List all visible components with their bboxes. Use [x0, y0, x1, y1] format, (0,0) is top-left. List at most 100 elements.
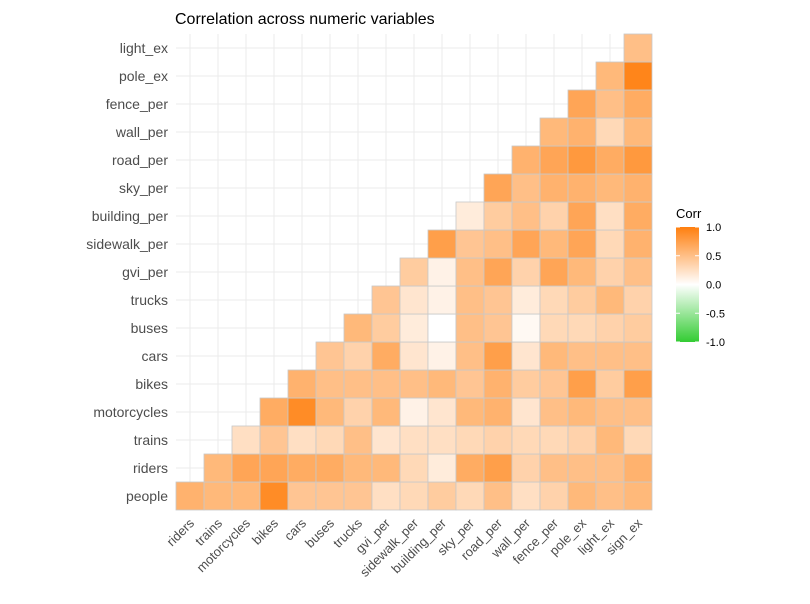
- heatmap-cell-riders-buses: [315, 453, 345, 483]
- heatmap-cell-wall_per-sign_ex: [623, 117, 653, 147]
- heatmap-cells: [175, 33, 653, 511]
- heatmap-cell-people-trucks: [343, 481, 373, 511]
- heatmap-cell-bikes-gvi_per: [371, 369, 401, 399]
- heatmap-cell-motorcycles-sidewalk_per: [399, 397, 429, 427]
- heatmap-cell-motorcycles-bikes: [259, 397, 289, 427]
- x-tick-label: riders: [164, 515, 198, 549]
- legend-title: Corr: [676, 206, 702, 221]
- heatmap-cell-people-road_per: [483, 481, 513, 511]
- heatmap-cell-sidewalk_per-sign_ex: [623, 229, 653, 259]
- heatmap-cell-building_per-wall_per: [511, 201, 541, 231]
- heatmap-cell-buses-road_per: [483, 313, 513, 343]
- legend: Corr 1.0 0.5 0.0 -0.5 -1.0: [676, 206, 725, 349]
- heatmap-cell-trucks-wall_per: [511, 285, 541, 315]
- heatmap-cell-trucks-road_per: [483, 285, 513, 315]
- heatmap-cell-wall_per-pole_ex: [567, 117, 597, 147]
- heatmap-cell-sidewalk_per-pole_ex: [567, 229, 597, 259]
- heatmap-cell-building_per-sign_ex: [623, 201, 653, 231]
- heatmap-cell-cars-gvi_per: [371, 341, 401, 371]
- heatmap-cell-gvi_per-sign_ex: [623, 257, 653, 287]
- heatmap-cell-gvi_per-wall_per: [511, 257, 541, 287]
- heatmap-cell-people-pole_ex: [567, 481, 597, 511]
- heatmap-cell-trains-sidewalk_per: [399, 425, 429, 455]
- heatmap-cell-trucks-sky_per: [455, 285, 485, 315]
- heatmap-cell-people-riders: [175, 481, 205, 511]
- y-axis-labels: people riders trains motorcycles bikes cars bu…: [86, 40, 168, 504]
- heatmap-cell-bikes-building_per: [427, 369, 457, 399]
- heatmap-cell-building_per-fence_per: [539, 201, 569, 231]
- heatmap-cell-people-light_ex: [595, 481, 625, 511]
- heatmap-cell-wall_per-light_ex: [595, 117, 625, 147]
- heatmap-cell-pole_ex-light_ex: [595, 61, 625, 91]
- heatmap-cell-buses-sky_per: [455, 313, 485, 343]
- heatmap-cell-riders-sign_ex: [623, 453, 653, 483]
- heatmap-cell-gvi_per-fence_per: [539, 257, 569, 287]
- heatmap-cell-trucks-pole_ex: [567, 285, 597, 315]
- heatmap-cell-trains-motorcycles: [231, 425, 261, 455]
- legend-tick-label: 0.5: [706, 251, 721, 263]
- heatmap-cell-riders-motorcycles: [231, 453, 261, 483]
- heatmap-cell-bikes-sidewalk_per: [399, 369, 429, 399]
- heatmap-cell-trucks-sign_ex: [623, 285, 653, 315]
- heatmap-cell-fence_per-sign_ex: [623, 89, 653, 119]
- heatmap-cell-buses-sidewalk_per: [399, 313, 429, 343]
- heatmap-cell-people-bikes: [259, 481, 289, 511]
- heatmap-cell-motorcycles-trucks: [343, 397, 373, 427]
- heatmap-cell-people-buses: [315, 481, 345, 511]
- heatmap-cell-trucks-fence_per: [539, 285, 569, 315]
- heatmap-cell-riders-wall_per: [511, 453, 541, 483]
- heatmap-cell-buses-trucks: [343, 313, 373, 343]
- heatmap-cell-sky_per-road_per: [483, 173, 513, 203]
- heatmap-cell-trains-gvi_per: [371, 425, 401, 455]
- heatmap-cell-sky_per-pole_ex: [567, 173, 597, 203]
- heatmap-cell-sky_per-sign_ex: [623, 173, 653, 203]
- heatmap-cell-buses-wall_per: [511, 313, 541, 343]
- y-tick-label: cars: [142, 348, 168, 364]
- y-tick-label: light_ex: [120, 40, 168, 56]
- legend-tick-label: -1.0: [706, 337, 725, 349]
- heatmap-cell-sidewalk_per-wall_per: [511, 229, 541, 259]
- heatmap-cell-trains-building_per: [427, 425, 457, 455]
- heatmap-cell-riders-road_per: [483, 453, 513, 483]
- heatmap-cell-people-fence_per: [539, 481, 569, 511]
- heatmap-cell-buses-building_per: [427, 313, 457, 343]
- heatmap-cell-wall_per-fence_per: [539, 117, 569, 147]
- heatmap-cell-motorcycles-sky_per: [455, 397, 485, 427]
- heatmap-cell-bikes-buses: [315, 369, 345, 399]
- heatmap-cell-cars-light_ex: [595, 341, 625, 371]
- heatmap-cell-riders-bikes: [259, 453, 289, 483]
- heatmap-cell-cars-trucks: [343, 341, 373, 371]
- heatmap-cell-bikes-fence_per: [539, 369, 569, 399]
- heatmap-cell-gvi_per-pole_ex: [567, 257, 597, 287]
- heatmap-cell-bikes-trucks: [343, 369, 373, 399]
- heatmap-cell-building_per-road_per: [483, 201, 513, 231]
- heatmap-cell-cars-sidewalk_per: [399, 341, 429, 371]
- heatmap-cell-cars-wall_per: [511, 341, 541, 371]
- x-tick-label: bikes: [249, 515, 281, 547]
- heatmap-cell-riders-light_ex: [595, 453, 625, 483]
- heatmap-cell-motorcycles-fence_per: [539, 397, 569, 427]
- heatmap-cell-road_per-sign_ex: [623, 145, 653, 175]
- y-tick-label: gvi_per: [122, 264, 168, 280]
- heatmap-cell-cars-sky_per: [455, 341, 485, 371]
- heatmap-cell-sidewalk_per-light_ex: [595, 229, 625, 259]
- heatmap-cell-building_per-pole_ex: [567, 201, 597, 231]
- heatmap-cell-trucks-building_per: [427, 285, 457, 315]
- heatmap-cell-cars-fence_per: [539, 341, 569, 371]
- y-tick-label: fence_per: [106, 96, 169, 112]
- heatmap-cell-sidewalk_per-fence_per: [539, 229, 569, 259]
- heatmap-cell-road_per-pole_ex: [567, 145, 597, 175]
- heatmap-cell-trains-cars: [287, 425, 317, 455]
- heatmap-cell-sky_per-light_ex: [595, 173, 625, 203]
- heatmap-cell-people-motorcycles: [231, 481, 261, 511]
- heatmap-cell-road_per-wall_per: [511, 145, 541, 175]
- heatmap-cell-trains-bikes: [259, 425, 289, 455]
- heatmap-cell-bikes-sign_ex: [623, 369, 653, 399]
- legend-tick-label: 1.0: [706, 222, 721, 234]
- y-tick-label: bikes: [135, 376, 168, 392]
- legend-ticks: 1.0 0.5 0.0 -0.5 -1.0: [676, 222, 725, 349]
- heatmap-cell-trains-wall_per: [511, 425, 541, 455]
- heatmap-cell-people-gvi_per: [371, 481, 401, 511]
- heatmap-cell-people-sign_ex: [623, 481, 653, 511]
- heatmap-cell-motorcycles-pole_ex: [567, 397, 597, 427]
